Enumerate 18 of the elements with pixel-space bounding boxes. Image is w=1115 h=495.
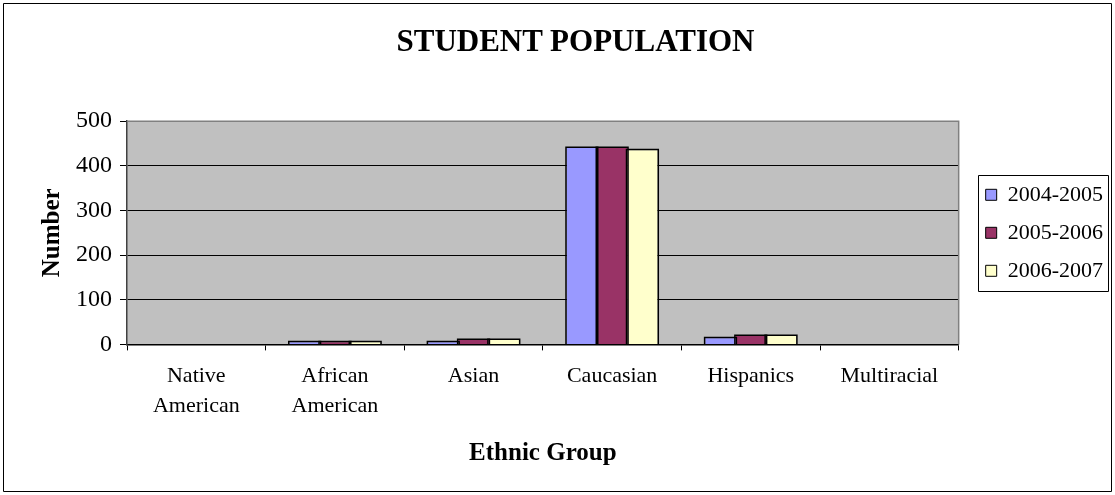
x-tick-label: Native American [152,361,240,418]
x-tick-label: Multiracial [840,361,939,387]
y-tick-label: 500 [76,106,112,133]
y-tick-label: 300 [76,195,112,222]
x-tick-label: Hispanics [707,361,795,387]
legend-label: 2005-2006 [1007,218,1103,244]
y-tick-label: 100 [76,285,112,312]
x-tick-label: Caucasian [566,361,658,387]
x-tick-label: Asian [447,361,500,387]
y-tick-label: 0 [100,329,112,356]
x-tick-label: African American [291,361,379,418]
legend-label: 2006-2007 [1007,256,1103,282]
legend-label: 2004-2005 [1007,180,1103,206]
y-tick-label: 200 [76,240,112,267]
x-axis-title: Ethnic Group [469,438,617,466]
chart-title: STUDENT POPULATION [396,22,755,58]
y-tick-label: 400 [76,151,112,178]
y-axis-title: Number [37,188,65,278]
